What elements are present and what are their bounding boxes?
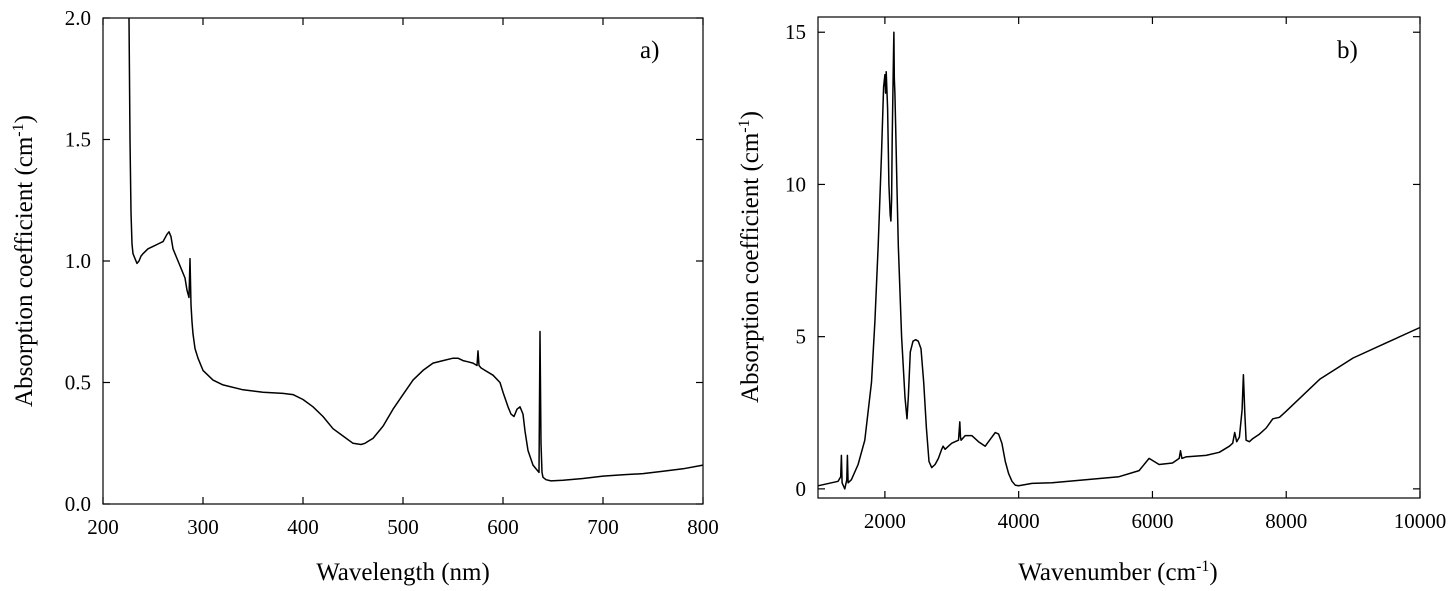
x-tick-label: 600 — [487, 515, 519, 539]
panel-label-a: a) — [640, 37, 659, 64]
x-tick-label: 400 — [287, 515, 319, 539]
x-tick-label: 700 — [587, 515, 619, 539]
y-axis-title-a: Absorption coefficient (cm-1) — [10, 115, 38, 407]
y-axis-title-b-close: ) — [737, 111, 764, 119]
x-tick-labels-b: 2000 4000 6000 8000 10000 — [864, 509, 1446, 533]
chart-panel-a: 200 300 400 500 600 700 800 0.0 0.5 1.0 1.5 2.0 a)… — [10, 6, 719, 586]
plot-frame-b — [817, 16, 1421, 499]
y-tick-label: 15 — [785, 20, 806, 44]
y-tick-label: 0 — [796, 477, 807, 501]
y-axis-title-a-sup: -1 — [10, 123, 27, 136]
x-tick-label: 2000 — [864, 509, 906, 533]
y-tick-label: 1.5 — [65, 128, 91, 152]
axis-ticks-b — [818, 17, 1421, 498]
chart-panel-b: 2000 4000 6000 8000 10000 0 5 10 15 b) Wavenumb… — [736, 16, 1446, 586]
y-tick-label: 1.0 — [65, 249, 91, 273]
y-tick-labels-a: 0.0 0.5 1.0 1.5 2.0 — [65, 6, 91, 516]
y-tick-label: 2.0 — [65, 6, 91, 30]
y-tick-label: 5 — [796, 325, 807, 349]
axis-ticks-a — [102, 17, 704, 505]
y-tick-label: 0.5 — [65, 371, 91, 395]
y-tick-label: 0.0 — [65, 492, 91, 516]
panel-label-b: b) — [1337, 37, 1358, 64]
x-axis-title-b-close: ) — [1209, 559, 1217, 586]
y-axis-title-b-sup: -1 — [736, 119, 753, 132]
x-tick-label: 6000 — [1131, 509, 1173, 533]
y-tick-label: 10 — [785, 172, 806, 196]
x-axis-title-a: Wavelength (nm) — [316, 559, 490, 586]
x-tick-label: 300 — [187, 515, 219, 539]
x-tick-label: 200 — [87, 515, 119, 539]
x-tick-label: 4000 — [998, 509, 1040, 533]
y-axis-title-a-main: Absorption coefficient (cm — [11, 136, 38, 407]
x-tick-label: 10000 — [1394, 509, 1447, 533]
x-axis-title-b-main: Wavenumber (cm — [1018, 559, 1196, 586]
x-axis-title-b-sup: -1 — [1196, 558, 1209, 575]
x-tick-label: 8000 — [1265, 509, 1307, 533]
plot-frame-a — [102, 17, 704, 505]
x-tick-label: 800 — [687, 515, 719, 539]
y-axis-title-b-main: Absorption coefficient (cm — [737, 132, 764, 403]
x-tick-label: 500 — [387, 515, 419, 539]
x-axis-title-b: Wavenumber (cm-1) — [1018, 558, 1217, 586]
y-tick-labels-b: 0 5 10 15 — [785, 20, 806, 501]
series-line-a — [128, 17, 704, 482]
x-tick-labels-a: 200 300 400 500 600 700 800 — [87, 515, 719, 539]
y-axis-title-a-close: ) — [11, 115, 38, 123]
series-line-b — [817, 31, 1421, 490]
y-axis-title-b: Absorption coefficient (cm-1) — [736, 111, 764, 403]
